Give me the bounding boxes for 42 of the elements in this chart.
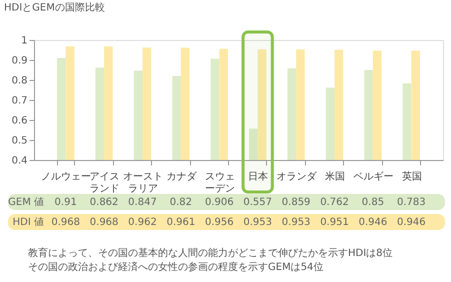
text: 教育によって、その国の基本的な人間の能力がどこまで伸びたかを示すHDIは8位 (28, 247, 393, 259)
chart-title: HDIとGEMの国際比較 (4, 2, 105, 14)
data-label: 0.783 (396, 197, 426, 208)
data-label: 0.956 (204, 217, 234, 228)
text: HDI 値 (12, 216, 44, 228)
data-label: 0.961 (166, 217, 196, 228)
data-label: 0.557 (243, 197, 272, 208)
data-label: 0.953 (282, 217, 310, 228)
data-label: 0.859 (282, 197, 310, 208)
data-label: 0.85 (362, 197, 384, 208)
x-tick-label: オーストラリア (122, 172, 163, 194)
y-tick-label: 0.8 (12, 76, 28, 86)
x-tick-label: カナダ (166, 170, 198, 182)
data-label: 0.946 (396, 217, 426, 228)
data-label: 0.906 (204, 197, 234, 208)
x-tick-label: 英国 (402, 170, 422, 182)
data-label: 0.962 (128, 217, 157, 228)
text: GEM 値 (8, 196, 44, 208)
y-tick-label: 1 (21, 36, 28, 46)
y-tick-label: 0.4 (12, 156, 28, 166)
data-label: 0.968 (51, 217, 80, 228)
y-tick-label: 0.7 (12, 96, 28, 106)
x-tick-label: オランダ (276, 170, 318, 182)
x-tick-label: スウェーデン (204, 172, 235, 194)
y-tick-label: 0.9 (12, 56, 28, 66)
x-tick-label: 日本 (248, 170, 268, 182)
data-label: 0.762 (320, 197, 349, 208)
data-label: 0.82 (170, 197, 192, 208)
x-tick-label: ノルウェー (41, 172, 92, 182)
x-tick-label: アイスランド (90, 172, 120, 194)
data-label: 0.953 (243, 217, 272, 228)
data-label: 0.862 (90, 197, 118, 208)
x-tick-label: ベルギー (353, 170, 394, 182)
y-tick-label: 0.5 (12, 136, 28, 146)
data-label: 0.91 (54, 197, 77, 208)
data-label: 0.946 (358, 217, 388, 228)
data-label: 0.847 (128, 197, 157, 208)
data-label: 0.968 (90, 217, 118, 228)
data-label: 0.951 (320, 217, 349, 228)
x-tick-label: 米国 (325, 170, 346, 182)
y-tick-label: 0.6 (12, 116, 28, 126)
text: その国の政治および経済への女性の参画の程度を示すGEMは54位 (28, 261, 324, 273)
